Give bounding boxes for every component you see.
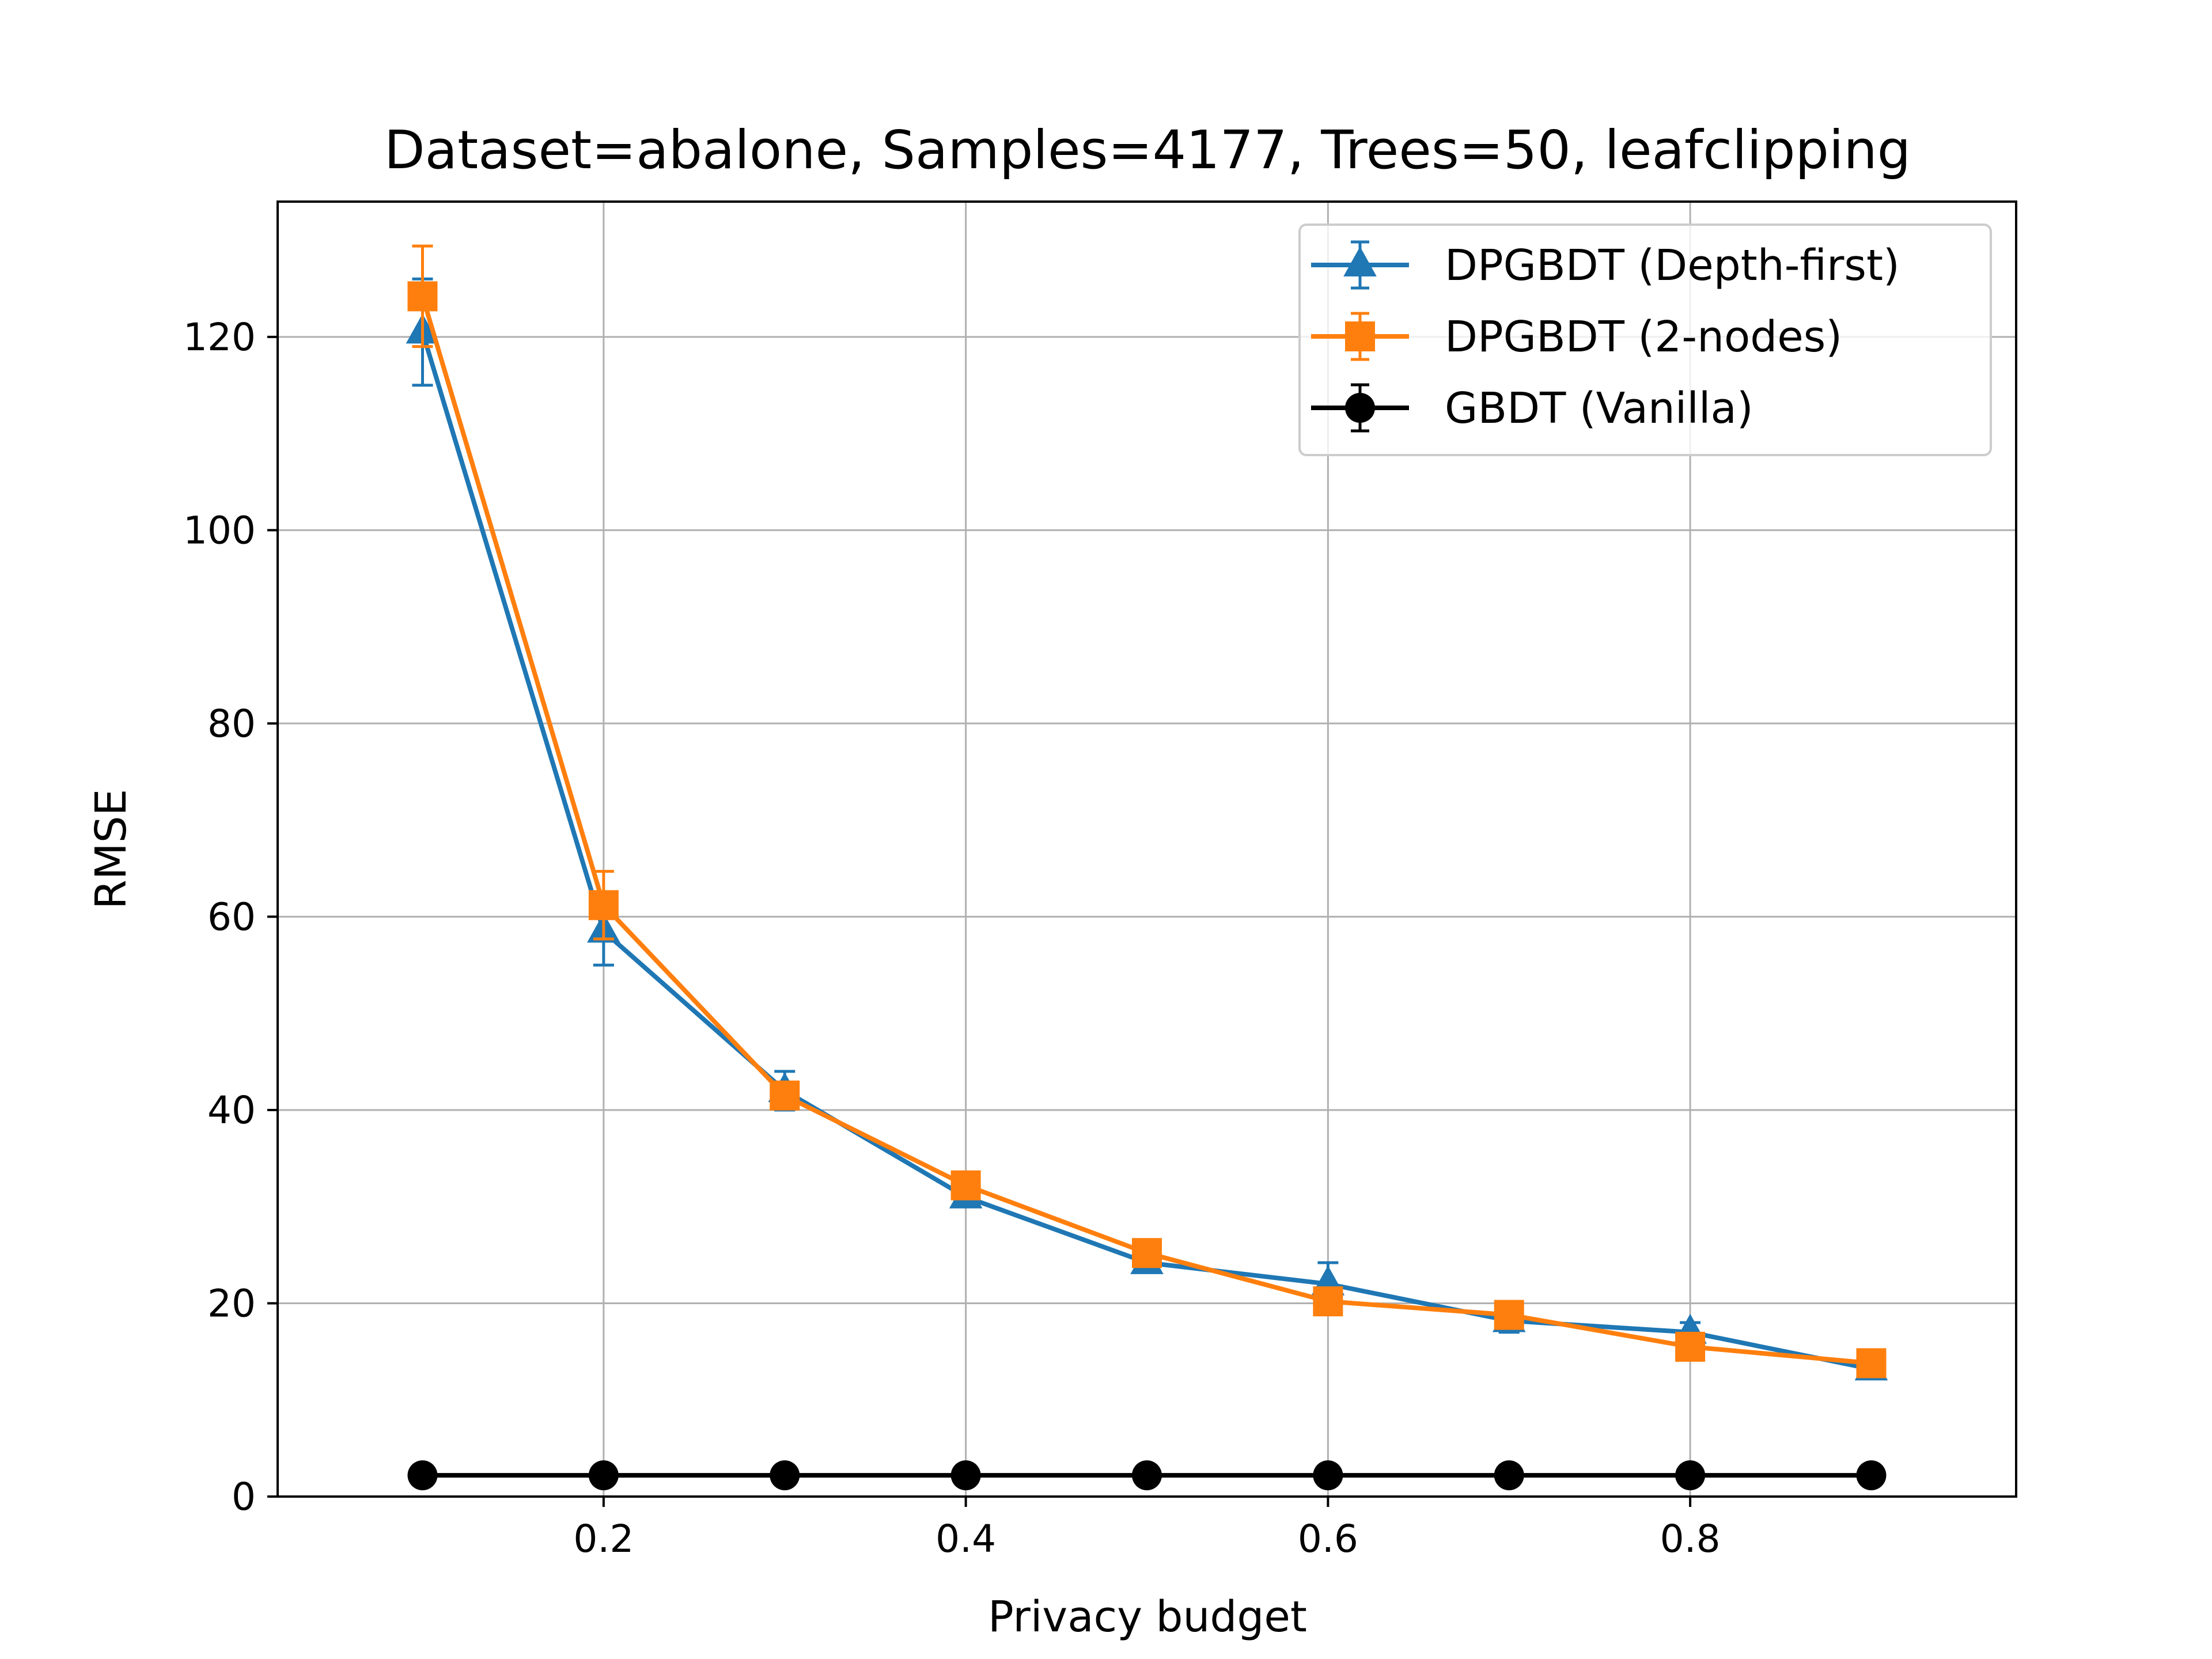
legend-frame: [1298, 224, 1992, 456]
y-axis-label: RMSE: [86, 789, 136, 910]
plot-series: [406, 244, 1888, 1491]
legend: DPGBDT (Depth-first) DPGBDT (2-nodes) GBDT…: [1298, 224, 1992, 456]
legend-item: DPGBDT (Depth-first): [1311, 240, 1900, 290]
y-tick-label: 0: [232, 1475, 256, 1519]
data-point: [407, 281, 438, 312]
legend-marker: [1343, 247, 1377, 276]
data-point: [1132, 1238, 1162, 1268]
data-point: [950, 1170, 981, 1200]
data-point: [950, 1460, 981, 1491]
legend-marker: [1345, 393, 1375, 423]
data-point: [1132, 1460, 1162, 1491]
y-tick-label: 100: [183, 508, 256, 552]
series-3: [407, 1460, 1887, 1491]
data-point: [1675, 1331, 1706, 1362]
y-tick-label: 40: [207, 1088, 256, 1132]
x-tick-label: 0.4: [935, 1517, 996, 1561]
data-point: [588, 1460, 619, 1491]
plot-frame: [276, 200, 2017, 1498]
y-tick-label: 60: [207, 895, 256, 939]
legend-item: GBDT (Vanilla): [1311, 383, 1753, 433]
data-point: [407, 1460, 438, 1491]
series-2: [407, 244, 1887, 1378]
data-point: [588, 890, 619, 921]
legend-marker: [1345, 321, 1375, 351]
legend-label: GBDT (Vanilla): [1445, 384, 1753, 433]
y-tick-label: 80: [207, 702, 256, 746]
axis-ticks: 0.2 0.4 0.6 0.8 0 20 40 60 80 100 120: [183, 315, 1721, 1561]
x-tick-label: 0.6: [1298, 1517, 1358, 1561]
legend-item: DPGBDT (2-nodes): [1311, 312, 1842, 362]
data-point: [770, 1460, 800, 1491]
chart-title: Dataset=abalone, Samples=4177, Trees=50,…: [384, 119, 1911, 181]
data-point: [1856, 1460, 1887, 1491]
data-point: [1494, 1460, 1524, 1491]
legend-label: DPGBDT (2-nodes): [1445, 312, 1842, 362]
legend-label: DPGBDT (Depth-first): [1445, 241, 1900, 290]
legend-items: DPGBDT (Depth-first) DPGBDT (2-nodes) GBDT…: [1311, 240, 1900, 433]
data-point: [1856, 1348, 1887, 1378]
data-point: [1675, 1460, 1706, 1491]
data-point: [1313, 1286, 1343, 1317]
data-point: [1494, 1300, 1524, 1330]
y-tick-label: 120: [183, 315, 256, 359]
x-axis-label: Privacy budget: [988, 1592, 1307, 1642]
data-point: [770, 1080, 800, 1111]
y-tick-label: 20: [207, 1281, 256, 1325]
x-tick-label: 0.8: [1660, 1517, 1721, 1561]
x-tick-label: 0.2: [573, 1517, 634, 1561]
data-point: [1313, 1460, 1343, 1491]
